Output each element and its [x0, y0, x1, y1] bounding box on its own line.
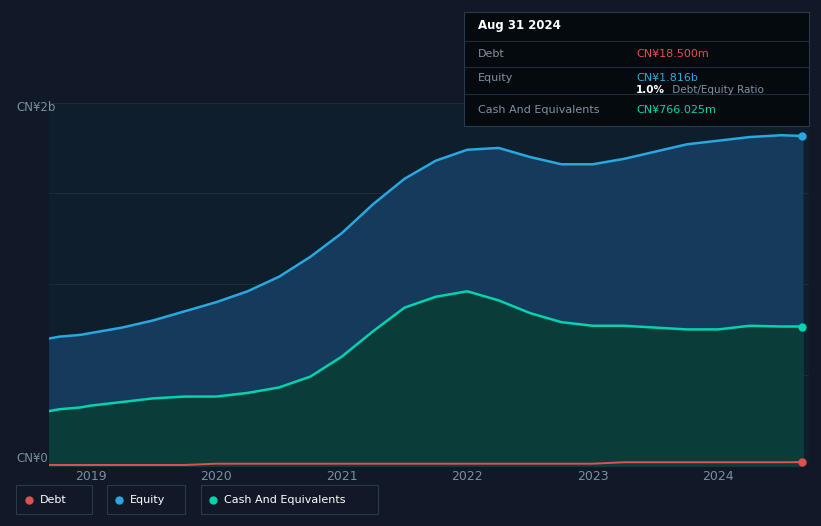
Text: CN¥18.500m: CN¥18.500m — [636, 49, 709, 59]
Text: 1.0%: 1.0% — [636, 85, 665, 95]
Text: Debt/Equity Ratio: Debt/Equity Ratio — [669, 85, 764, 95]
Text: Debt: Debt — [39, 495, 67, 505]
Text: Debt: Debt — [478, 49, 504, 59]
Text: CN¥0: CN¥0 — [16, 452, 48, 465]
Text: Aug 31 2024: Aug 31 2024 — [478, 19, 561, 33]
Text: Cash And Equivalents: Cash And Equivalents — [224, 495, 346, 505]
Text: CN¥2b: CN¥2b — [16, 102, 56, 114]
Text: CN¥766.025m: CN¥766.025m — [636, 105, 716, 115]
Text: Equity: Equity — [478, 73, 513, 83]
Text: Equity: Equity — [130, 495, 165, 505]
Text: Cash And Equivalents: Cash And Equivalents — [478, 105, 599, 115]
Text: CN¥1.816b: CN¥1.816b — [636, 73, 698, 83]
